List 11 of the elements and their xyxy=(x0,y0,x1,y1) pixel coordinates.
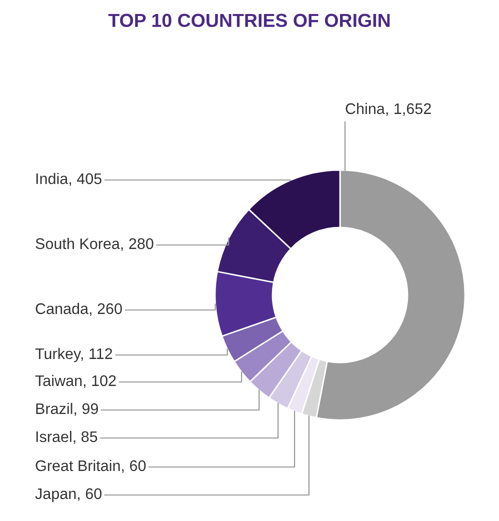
slice-label: Israel, 85 xyxy=(36,430,98,444)
slice-label: South Korea, 280 xyxy=(36,238,154,251)
slice-label: Canada, 260 xyxy=(36,302,122,316)
slice-label: Japan, 60 xyxy=(35,488,102,502)
chart-title: TOP 10 COUNTRIES OF ORIGIN xyxy=(108,14,390,28)
slice-label: China, 1,652 xyxy=(346,102,431,116)
slice-label: India, 405 xyxy=(36,172,102,186)
slice-label: Taiwan, 102 xyxy=(35,374,116,388)
slice-label: Brazil, 99 xyxy=(36,402,98,416)
slice-label: Turkey, 112 xyxy=(35,348,112,362)
slice-label: Great Britain, 60 xyxy=(36,460,146,473)
